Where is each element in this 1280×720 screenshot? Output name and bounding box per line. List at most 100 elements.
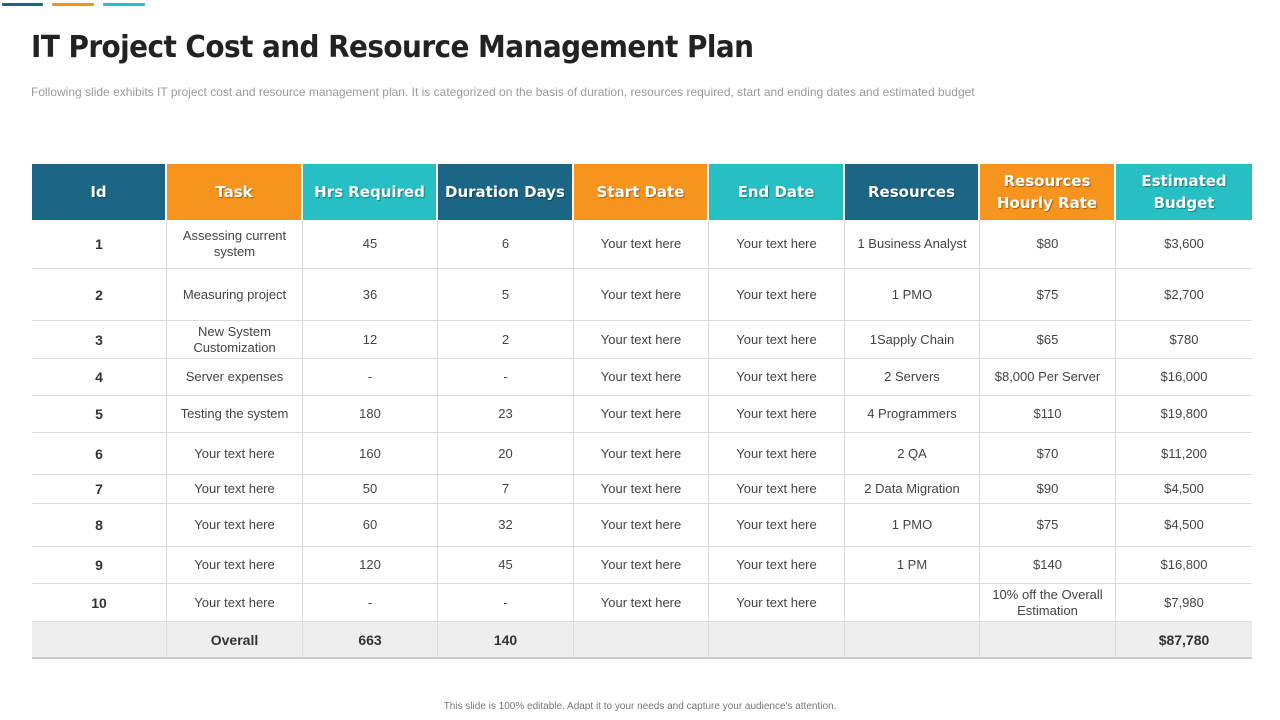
cell-hrs: - [303,359,438,396]
cell-start-date: Your text here [574,269,709,321]
cell-end-date: Your text here [709,269,845,321]
header-duration-days: Duration Days [438,164,574,220]
cell-rate: $75 [980,504,1116,547]
table-row: 7 Your text here 50 7 Your text here You… [32,475,1252,504]
cell-hrs: 120 [303,547,438,584]
table-row: 5 Testing the system 180 23 Your text he… [32,396,1252,433]
cell-rate: $70 [980,433,1116,475]
cell-start-date: Your text here [574,433,709,475]
cell-budget: $2,700 [1116,269,1252,321]
header-start-date: Start Date [574,164,709,220]
cell-id: 2 [32,269,167,321]
cell-rate: $75 [980,269,1116,321]
cell-hrs: 36 [303,269,438,321]
cell-start-date: Your text here [574,321,709,359]
table-row: 4 Server expenses - - Your text here You… [32,359,1252,396]
cell-resources: 2 Data Migration [845,475,980,504]
header-hourly-rate: Resources Hourly Rate [980,164,1116,220]
cell-budget: $16,800 [1116,547,1252,584]
cell-start-date: Your text here [574,475,709,504]
cell-id: 5 [32,396,167,433]
cell-duration: 45 [438,547,574,584]
cell-end-date: Your text here [709,584,845,622]
cell-rate: $65 [980,321,1116,359]
total-label: Overall [167,622,303,659]
cell-task: Your text here [167,433,303,475]
header-hrs-required: Hrs Required [303,164,438,220]
cell-duration: 20 [438,433,574,475]
table-row: 1 Assessing current system 45 6 Your tex… [32,220,1252,269]
cell-end-date: Your text here [709,433,845,475]
cell-rate: $110 [980,396,1116,433]
table-row: 6 Your text here 160 20 Your text here Y… [32,433,1252,475]
header-id: Id [32,164,167,220]
cell-id: 9 [32,547,167,584]
cell-end-date: Your text here [709,220,845,269]
cell-resources: 1Sapply Chain [845,321,980,359]
table-header-row: Id Task Hrs Required Duration Days Start… [32,164,1252,220]
cell-start-date: Your text here [574,359,709,396]
footer-note: This slide is 100% editable. Adapt it to… [443,701,837,712]
cell-resources: 4 Programmers [845,396,980,433]
cell-id: 4 [32,359,167,396]
cell-task: Server expenses [167,359,303,396]
header-end-date: End Date [709,164,845,220]
accent-bar-blue [2,3,43,6]
cell-budget: $4,500 [1116,504,1252,547]
cell-task: Your text here [167,547,303,584]
cell-duration: 32 [438,504,574,547]
page-subtitle: Following slide exhibits IT project cost… [31,85,975,99]
cell-end-date: Your text here [709,359,845,396]
cell-end-date: Your text here [709,547,845,584]
cell-id: 7 [32,475,167,504]
cell-task: Measuring project [167,269,303,321]
cell-end-date: Your text here [709,504,845,547]
cell-duration: - [438,359,574,396]
total-start-date [574,622,709,659]
cell-end-date: Your text here [709,396,845,433]
cell-start-date: Your text here [574,396,709,433]
cell-resources: 1 PMO [845,504,980,547]
cell-id: 10 [32,584,167,622]
total-end-date [709,622,845,659]
cell-rate: $8,000 Per Server [980,359,1116,396]
cell-task: Your text here [167,504,303,547]
cell-duration: 6 [438,220,574,269]
cell-budget: $16,000 [1116,359,1252,396]
table-row: 2 Measuring project 36 5 Your text here … [32,269,1252,321]
cell-rate: $140 [980,547,1116,584]
header-task: Task [167,164,303,220]
cell-budget: $4,500 [1116,475,1252,504]
table-row: 10 Your text here - - Your text here You… [32,584,1252,622]
cell-task: New System Customization [167,321,303,359]
accent-bar-teal [103,3,145,6]
cell-id: 3 [32,321,167,359]
total-id [32,622,167,659]
table-row: 8 Your text here 60 32 Your text here Yo… [32,504,1252,547]
cell-task: Testing the system [167,396,303,433]
cell-id: 1 [32,220,167,269]
total-rate [980,622,1116,659]
cell-resources [845,584,980,622]
cell-hrs: 160 [303,433,438,475]
cell-resources: 2 QA [845,433,980,475]
cell-duration: - [438,584,574,622]
cell-duration: 23 [438,396,574,433]
cell-resources: 1 PMO [845,269,980,321]
cell-hrs: 12 [303,321,438,359]
cell-task: Your text here [167,584,303,622]
cell-budget: $19,800 [1116,396,1252,433]
accent-bar-orange [52,3,94,6]
cell-start-date: Your text here [574,220,709,269]
cell-start-date: Your text here [574,504,709,547]
cell-duration: 5 [438,269,574,321]
cell-budget: $11,200 [1116,433,1252,475]
cell-id: 8 [32,504,167,547]
cell-hrs: 60 [303,504,438,547]
cell-end-date: Your text here [709,321,845,359]
cell-duration: 7 [438,475,574,504]
total-duration: 140 [438,622,574,659]
cell-id: 6 [32,433,167,475]
table-row: 3 New System Customization 12 2 Your tex… [32,321,1252,359]
total-budget: $87,780 [1116,622,1252,659]
